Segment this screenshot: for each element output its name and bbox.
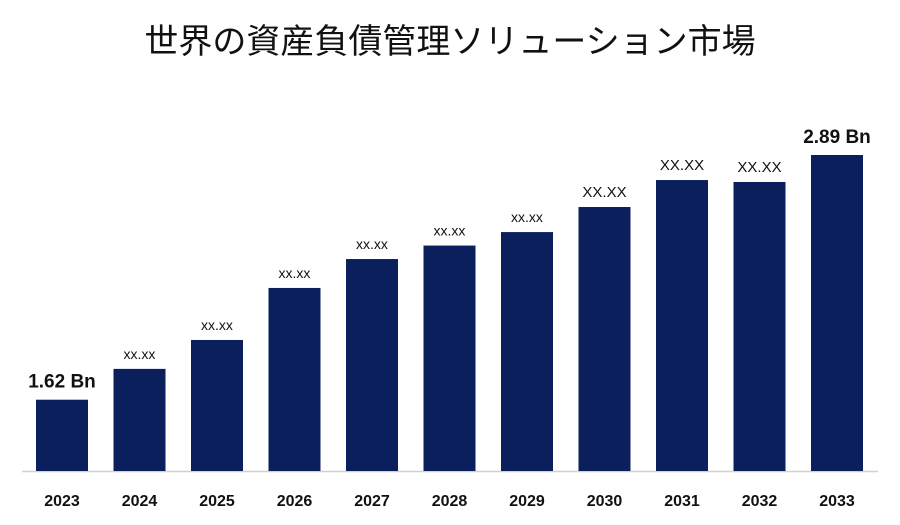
bar-2031 <box>656 180 708 472</box>
data-label-2025: xx.xx <box>201 317 233 333</box>
x-tick-label-2025: 2025 <box>199 493 235 510</box>
data-label-2032: XX.XX <box>737 159 781 176</box>
bar-2024 <box>113 368 166 471</box>
x-tick-label-2023: 2023 <box>44 493 80 510</box>
data-label-2027: xx.xx <box>356 236 388 252</box>
x-tick-label-2032: 2032 <box>742 493 778 510</box>
x-tick-label-2024: 2024 <box>122 493 158 510</box>
data-label-2033: 2.89 Bn <box>803 127 871 148</box>
bar-2025 <box>191 339 243 471</box>
data-label-2026: xx.xx <box>279 265 311 281</box>
data-label-2031: XX.XX <box>660 157 704 174</box>
x-tick-label-2029: 2029 <box>509 493 545 510</box>
x-tick-label-2028: 2028 <box>432 493 468 510</box>
x-tick-label-2027: 2027 <box>354 493 390 510</box>
x-tick-label-2030: 2030 <box>587 493 623 510</box>
chart-title: 世界の資産負債管理ソリューション市場 <box>144 22 756 62</box>
bar-2027 <box>346 259 398 471</box>
data-label-2029: xx.xx <box>511 209 543 225</box>
x-tick-label-2031: 2031 <box>664 493 700 510</box>
bar-2028 <box>423 245 476 471</box>
bar-2033 <box>811 155 863 471</box>
data-label-2023: 1.62 Bn <box>28 372 96 393</box>
data-label-2024: xx.xx <box>124 346 156 362</box>
x-tick-label-2026: 2026 <box>277 493 313 510</box>
bar-2032 <box>733 181 786 471</box>
bar-2023 <box>36 399 88 471</box>
bar-2029 <box>501 232 553 471</box>
x-tick-label-2033: 2033 <box>819 493 855 510</box>
bar-2030 <box>578 207 631 471</box>
bar-2026 <box>268 287 321 471</box>
data-label-2028: xx.xx <box>434 223 466 239</box>
data-label-2030: XX.XX <box>582 184 626 201</box>
